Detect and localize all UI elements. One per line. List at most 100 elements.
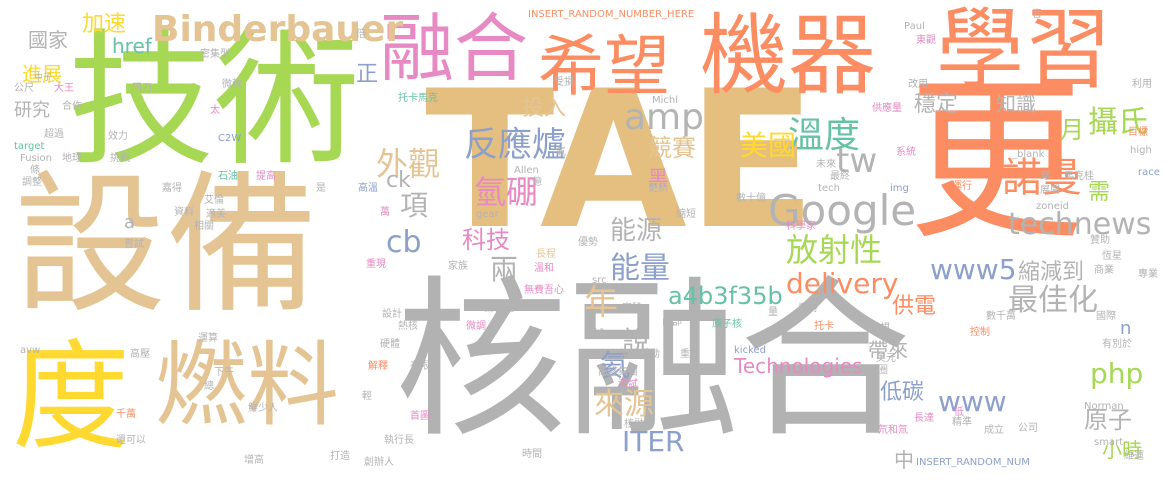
word: 說 <box>622 325 651 358</box>
word: _blank <box>1012 149 1045 160</box>
word: 原子核 <box>712 319 742 330</box>
word: 來源 <box>594 387 654 422</box>
word: 運算 <box>198 333 218 344</box>
word: 美元 <box>876 353 896 364</box>
word: 是 <box>316 183 326 194</box>
word: 氦 <box>600 349 630 384</box>
word: 國際 <box>1096 311 1116 322</box>
word: n <box>1120 318 1132 339</box>
word: Technologies <box>734 354 863 378</box>
word: 學習 <box>936 0 1113 101</box>
word: high <box>1130 145 1152 156</box>
word: 外觀 <box>376 145 441 183</box>
word: tech <box>818 183 840 194</box>
word: 大王 <box>54 83 74 94</box>
word: 調整 <box>22 177 42 188</box>
word: 長程 <box>536 249 556 260</box>
word: href <box>112 34 152 58</box>
word: 高盛集團 <box>598 367 638 378</box>
word: 石油 <box>218 171 238 182</box>
word: 系統 <box>896 147 916 158</box>
word: 家族 <box>448 261 468 272</box>
word: 測試 <box>618 379 638 390</box>
word: 量 <box>768 307 778 318</box>
word: Norman <box>1084 401 1124 412</box>
word: 音 <box>1032 9 1042 20</box>
word: 中 <box>894 448 914 472</box>
word: 設計 <box>382 309 402 320</box>
word: 熱核 <box>398 321 418 332</box>
word: 成立 <box>984 425 1004 436</box>
word: 能源 <box>610 216 663 246</box>
word: 微調 <box>466 321 486 332</box>
word: 反應爐 <box>464 125 566 165</box>
word: 效力 <box>108 131 128 142</box>
word: 希望 <box>538 28 670 105</box>
word: INSERT_RANDOM_NUMBER_HERE <box>528 9 695 20</box>
word: 科學家 <box>786 221 816 232</box>
word: 技術 <box>68 16 360 186</box>
word: 萬 <box>380 207 390 218</box>
word: 知識 <box>996 92 1036 116</box>
word: 增高 <box>244 455 264 466</box>
word: ck <box>386 168 411 193</box>
word: 打造 <box>330 451 350 462</box>
word: 原子 <box>1084 406 1132 434</box>
word: Binderbauer <box>152 9 404 50</box>
word: 鮮少人 <box>248 403 278 414</box>
word: 下午 <box>214 367 234 378</box>
word: 實驗 <box>622 303 642 314</box>
word: 重現 <box>366 259 386 270</box>
word: 恆星 <box>1102 251 1122 262</box>
word: 托卡 <box>814 321 834 332</box>
word: tw <box>836 141 878 181</box>
word: 供應量 <box>872 103 902 114</box>
word: 硬體 <box>380 339 400 350</box>
word: 有限 <box>410 361 430 372</box>
word: 中子 <box>34 73 53 83</box>
word: 更 <box>908 59 1085 264</box>
word: 性能 <box>790 413 810 424</box>
word: 東觀 <box>916 35 936 46</box>
word: 競賽 <box>648 134 696 162</box>
word: target <box>14 141 45 152</box>
word: 溫度 <box>788 115 861 156</box>
word: 美國 <box>740 129 797 162</box>
word: 研究 <box>14 100 50 121</box>
word: 進展 <box>22 62 62 86</box>
word: Allen <box>514 165 539 176</box>
word: 氫硼 <box>474 173 539 211</box>
word: 電城 <box>584 329 604 340</box>
word: amp <box>624 97 704 138</box>
word: 首圖 <box>410 411 430 422</box>
word: 燃料 <box>155 332 340 439</box>
word: smart <box>1094 437 1124 448</box>
word: 設備 <box>14 157 318 334</box>
word: 托卡馬克 <box>398 93 438 104</box>
word: 看待 <box>798 303 818 314</box>
word: 放射性 <box>786 231 883 269</box>
word: 度 <box>12 328 131 466</box>
word: 同刀 <box>132 83 152 94</box>
word: 內部 <box>662 317 682 328</box>
word: 甜甜圈 <box>858 365 888 376</box>
word: 條 <box>30 165 40 176</box>
word: 攝氏 <box>1088 105 1148 140</box>
word: 優勢 <box>578 237 598 248</box>
word: 控制 <box>970 327 990 338</box>
word: 挑戰 <box>110 153 130 164</box>
word: 核融合 <box>624 419 654 430</box>
word: 氣 <box>556 147 566 158</box>
word: 供電 <box>892 294 937 319</box>
word: 常規 <box>870 323 890 334</box>
word: 超過 <box>44 129 64 140</box>
word: 艾倫 <box>204 195 224 206</box>
word: 還可以 <box>116 435 146 446</box>
word: 運行 <box>952 181 972 192</box>
word: 提高 <box>256 171 276 182</box>
word: 專業 <box>1138 269 1158 280</box>
word: 未來 <box>816 159 836 170</box>
word: 小時 <box>1102 438 1142 462</box>
word: 贊助 <box>1090 235 1110 246</box>
word: 資料 <box>174 207 194 218</box>
